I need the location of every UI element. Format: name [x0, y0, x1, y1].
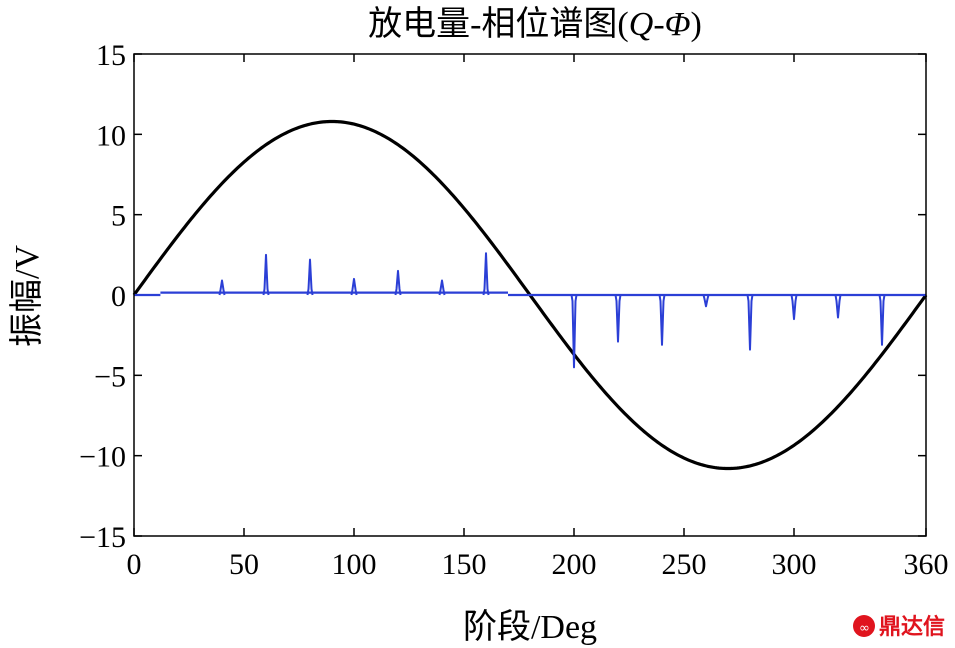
discharge-pulse — [394, 269, 402, 296]
x-tick-label: 250 — [662, 548, 707, 581]
discharge-pulse — [878, 294, 886, 346]
discharge-pulse — [834, 294, 842, 319]
x-tick-label: 50 — [229, 548, 259, 581]
discharge-pulse — [482, 252, 490, 296]
svg-text:∞: ∞ — [859, 621, 870, 636]
chart-title: 放电量-相位谱图(Q-Φ) — [368, 5, 702, 43]
x-tick-label: 300 — [772, 548, 817, 581]
y-tick-label: 0 — [111, 280, 126, 313]
discharge-pulse — [570, 294, 578, 369]
y-tick-label: 5 — [111, 200, 126, 233]
discharge-pulse — [306, 258, 314, 296]
discharge-pulse — [438, 279, 446, 296]
y-tick-label: −10 — [79, 441, 126, 474]
plot-series — [132, 119, 928, 471]
watermark: ∞ 鼎达信 — [853, 614, 945, 640]
discharge-pulse — [218, 279, 226, 296]
discharge-pulse — [702, 294, 710, 308]
x-tick-label: 150 — [442, 548, 487, 581]
watermark-text: 鼎达信 — [879, 614, 945, 640]
y-tick-label: 10 — [96, 119, 126, 152]
plot-frame — [133, 53, 927, 537]
x-tick-label: 360 — [904, 548, 949, 581]
y-axis-label: 振幅/V — [8, 245, 46, 347]
y-tick-label: −5 — [94, 360, 126, 393]
discharge-pulse — [746, 294, 754, 351]
x-tick-label: 200 — [552, 548, 597, 581]
x-tick-label: 100 — [332, 548, 377, 581]
x-tick-label: 0 — [127, 548, 142, 581]
y-tick-label: −15 — [79, 521, 126, 554]
discharge-pulse — [614, 294, 622, 343]
watermark-logo-icon — [853, 615, 875, 637]
discharge-pulse — [262, 253, 270, 296]
discharge-pulse — [790, 294, 798, 321]
y-tick-label: 15 — [96, 39, 126, 72]
discharge-pulse — [658, 294, 666, 346]
discharge-pulse — [350, 277, 358, 296]
x-axis-label: 阶段/Deg — [463, 608, 597, 646]
